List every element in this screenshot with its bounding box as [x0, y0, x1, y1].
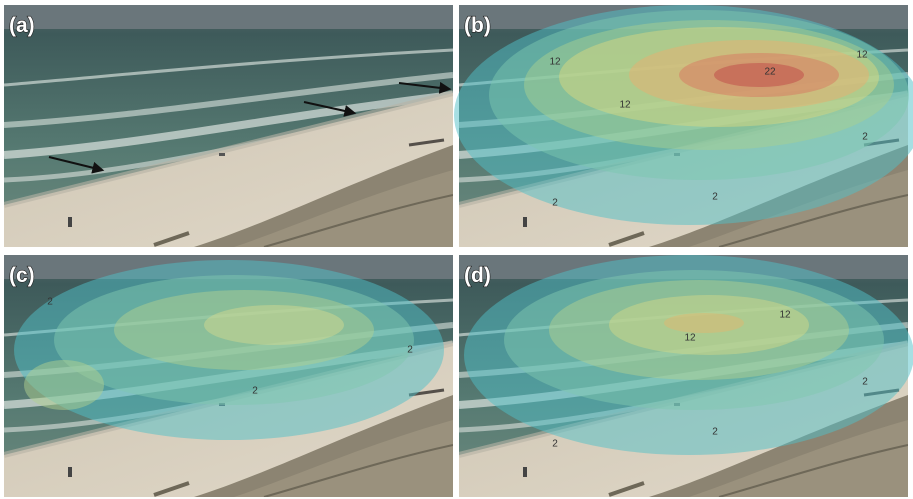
contour-label: 2	[862, 377, 868, 388]
contour-label: 12	[779, 310, 791, 321]
contour-label: 2	[712, 192, 718, 203]
contour-label: 12	[549, 57, 561, 68]
contour-region	[24, 360, 104, 410]
contour-label: 2	[47, 297, 53, 308]
contour-label: 2	[552, 439, 558, 450]
contour-region	[664, 313, 744, 333]
panel-label: (c)	[9, 264, 35, 287]
panel-label: (d)	[464, 264, 491, 287]
contour-label: 12	[856, 50, 868, 61]
panel-label: (b)	[464, 14, 491, 37]
contour-region	[714, 63, 804, 87]
contour-label: 12	[619, 100, 631, 111]
contour-label: 12	[684, 333, 696, 344]
panel-label: (a)	[9, 14, 35, 37]
contour-label: 2	[552, 198, 558, 209]
contour-label: 22	[764, 67, 776, 78]
contour-label: 2	[252, 386, 258, 397]
panel: 2 2 2 (c)	[4, 255, 453, 497]
contour-region	[204, 305, 344, 345]
contour-label: 2	[862, 132, 868, 143]
panel: 12 12 2 2 2 (d)	[459, 255, 913, 497]
figure: (a)12221212222(b)222(c)1212222(d)	[0, 0, 913, 499]
beach-photo	[4, 5, 453, 247]
panel: (a)	[4, 5, 453, 247]
contour-label: 2	[712, 427, 718, 438]
contour-label: 2	[407, 345, 413, 356]
